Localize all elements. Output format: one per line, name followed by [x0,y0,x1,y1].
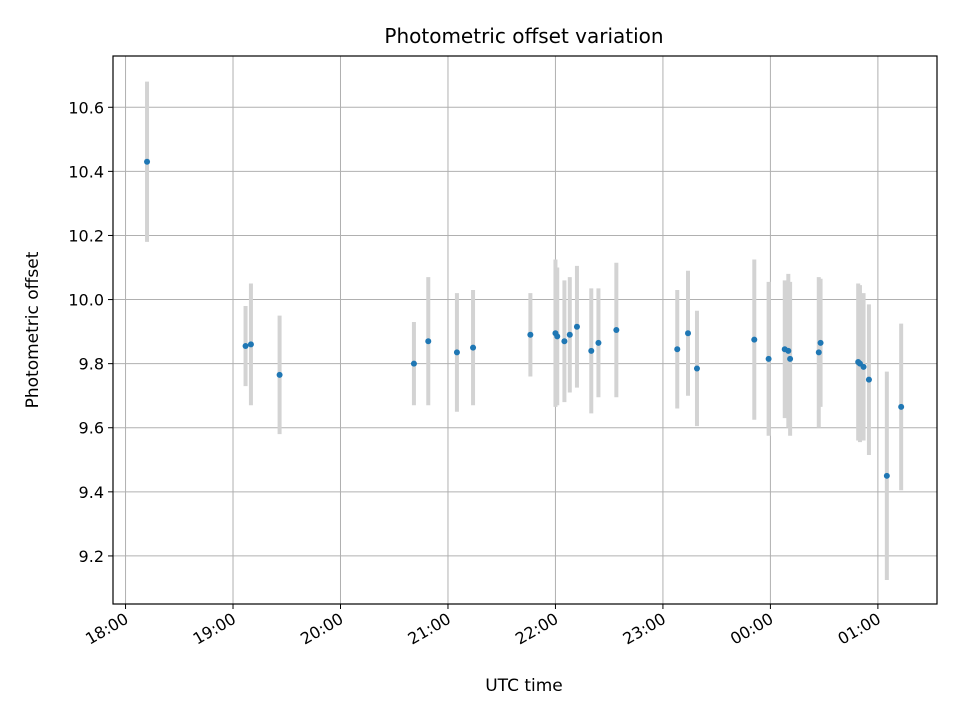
data-point [785,347,792,354]
data-point [453,349,460,356]
y-tick-label: 9.4 [79,483,104,502]
data-point [588,347,595,354]
data-point [685,330,692,337]
y-tick-label: 10.0 [68,291,104,310]
data-point [898,403,905,410]
data-point [751,336,758,343]
y-tick-label: 10.2 [68,226,104,245]
y-tick-label: 10.6 [68,98,104,117]
y-tick-label: 9.6 [79,419,104,438]
data-points [144,158,905,479]
data-point [573,323,580,330]
x-axis-label: UTC time [485,676,563,696]
data-point [883,472,890,479]
data-point [425,338,432,345]
data-point [765,355,772,362]
data-point [242,343,249,350]
data-point [527,331,534,338]
data-point [787,355,794,362]
y-tick-label: 9.2 [79,547,104,566]
chart-title: Photometric offset variation [384,24,663,48]
y-axis: 9.2 9.4 9.6 9.8 10.0 10.2 10.4 10.6 [68,98,113,566]
data-point [860,363,867,370]
data-point [693,365,700,372]
y-tick-label: 9.8 [79,355,104,374]
data-point [566,331,573,338]
plot-frame [112,55,938,605]
data-point [674,346,681,353]
data-point [815,349,822,356]
data-point [470,344,477,351]
data-point [554,333,561,340]
data-point [561,338,568,345]
data-point [247,341,254,348]
y-tick-label: 10.4 [68,162,104,181]
data-point [276,371,283,378]
data-point [144,158,151,165]
y-axis-label: Photometric offset [23,251,43,408]
data-point [595,339,602,346]
data-point [410,360,417,367]
data-point [865,376,872,383]
data-point [613,327,620,333]
data-point [817,339,824,346]
